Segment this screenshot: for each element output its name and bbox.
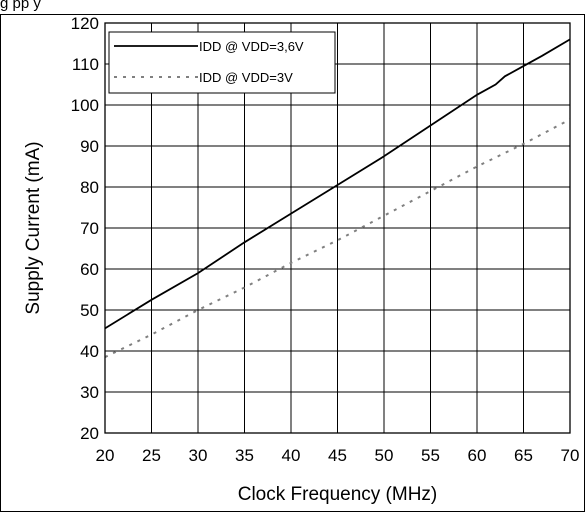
y-tick-label: 30 bbox=[80, 383, 99, 402]
y-axis-label: Supply Current (mA) bbox=[23, 141, 44, 314]
x-tick-label: 65 bbox=[514, 446, 533, 465]
y-tick-label: 90 bbox=[80, 137, 99, 156]
x-tick-label: 20 bbox=[96, 446, 115, 465]
y-tick-label: 70 bbox=[80, 219, 99, 238]
x-tick-label: 55 bbox=[421, 446, 440, 465]
y-tick-label: 40 bbox=[80, 342, 99, 361]
x-tick-label: 25 bbox=[142, 446, 161, 465]
y-tick-label: 80 bbox=[80, 178, 99, 197]
plot-frame bbox=[104, 22, 571, 434]
y-tick-label: 50 bbox=[80, 301, 99, 320]
x-tick-labels: 20 25 30 35 40 45 50 55 60 65 70 bbox=[96, 446, 580, 465]
y-tick-label: 20 bbox=[80, 424, 99, 443]
x-tick-label: 45 bbox=[328, 446, 347, 465]
x-tick-label: 70 bbox=[561, 446, 580, 465]
y-tick-label: 120 bbox=[71, 14, 99, 33]
y-tick-label: 100 bbox=[71, 96, 99, 115]
x-tick-label: 35 bbox=[235, 446, 254, 465]
x-axis-label: Clock Frequency (MHz) bbox=[238, 484, 438, 505]
legend-entry-series-1: IDD @ VDD=3,6V bbox=[199, 39, 304, 54]
x-tick-label: 60 bbox=[468, 446, 487, 465]
series-layer bbox=[104, 38, 571, 359]
x-tick-label: 30 bbox=[189, 446, 208, 465]
series-line-1 bbox=[104, 38, 571, 330]
y-tick-label: 60 bbox=[80, 260, 99, 279]
y-tick-label: 110 bbox=[72, 55, 99, 74]
x-tick-label: 50 bbox=[375, 446, 394, 465]
legend-entry-series-2: IDD @ VDD=3V bbox=[199, 70, 293, 85]
caption-fragment: g pp y bbox=[0, 0, 41, 12]
x-tick-label: 40 bbox=[282, 446, 301, 465]
legend-box bbox=[108, 31, 336, 94]
legend: IDD @ VDD=3,6V IDD @ VDD=3V bbox=[108, 31, 336, 94]
y-tick-labels: 20 30 40 50 60 70 80 90 100 110 120 bbox=[71, 14, 99, 443]
